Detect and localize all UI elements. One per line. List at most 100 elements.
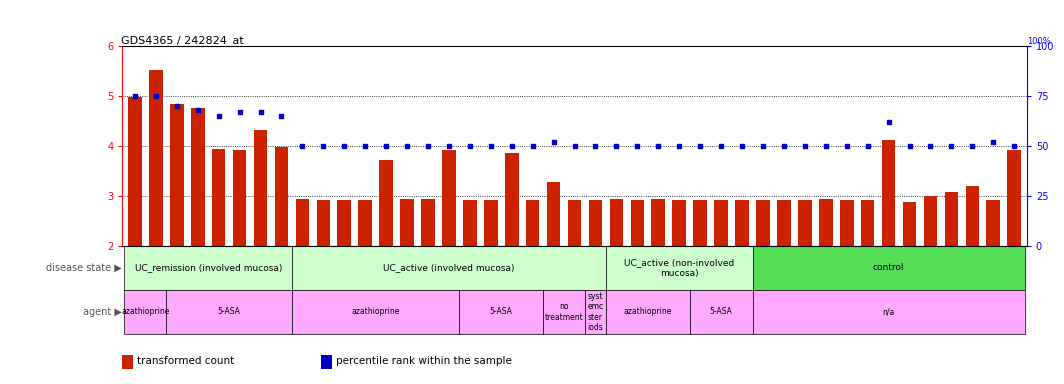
Text: GDS4365 / 242824_at: GDS4365 / 242824_at <box>121 35 245 46</box>
Point <box>189 107 206 113</box>
Bar <box>321 355 332 369</box>
Bar <box>547 182 561 246</box>
Point <box>901 143 918 149</box>
Text: control: control <box>872 263 904 272</box>
Bar <box>149 70 163 246</box>
Bar <box>694 200 706 246</box>
Text: n/a: n/a <box>882 308 895 316</box>
Bar <box>484 200 498 246</box>
Bar <box>606 246 752 290</box>
Bar <box>275 147 288 246</box>
Point <box>880 119 897 125</box>
Text: 5-ASA: 5-ASA <box>489 308 513 316</box>
Bar <box>400 199 414 246</box>
Bar <box>588 200 602 246</box>
Point <box>147 93 164 99</box>
Bar <box>296 199 310 246</box>
Point <box>168 103 185 109</box>
Point <box>776 143 793 149</box>
Text: agent ▶: agent ▶ <box>83 307 121 317</box>
Text: percentile rank within the sample: percentile rank within the sample <box>336 356 512 366</box>
Bar <box>819 199 833 246</box>
Bar <box>757 200 769 246</box>
Point <box>273 113 290 119</box>
Bar <box>443 150 455 246</box>
Bar <box>1008 150 1021 246</box>
Bar <box>631 200 644 246</box>
Bar <box>798 200 812 246</box>
Point <box>921 143 938 149</box>
Point <box>252 109 269 115</box>
Text: no
treatment: no treatment <box>545 302 583 322</box>
Bar <box>122 355 133 369</box>
Point <box>817 143 834 149</box>
Point <box>943 143 960 149</box>
Point <box>692 143 709 149</box>
Point <box>964 143 981 149</box>
Text: azathioprine: azathioprine <box>351 308 400 316</box>
Point <box>985 139 1002 145</box>
Point <box>399 143 416 149</box>
Bar <box>166 290 292 334</box>
Bar <box>986 200 1000 246</box>
Point <box>608 143 625 149</box>
Bar <box>689 290 752 334</box>
Text: 5-ASA: 5-ASA <box>710 308 732 316</box>
Point <box>440 143 458 149</box>
Bar <box>752 290 1025 334</box>
Text: 100%: 100% <box>1027 37 1050 46</box>
Point <box>211 113 228 119</box>
Text: syst
emc
ster
iods: syst emc ster iods <box>587 292 603 332</box>
Point <box>1005 143 1023 149</box>
Bar <box>714 200 728 246</box>
Bar <box>190 109 204 246</box>
Bar <box>735 200 749 246</box>
Bar <box>672 200 686 246</box>
Bar <box>359 200 372 246</box>
Point <box>356 143 373 149</box>
Bar <box>861 200 875 246</box>
Bar <box>505 153 518 246</box>
Bar <box>965 186 979 246</box>
Point <box>629 143 646 149</box>
Bar <box>882 140 896 246</box>
Text: UC_active (involved mucosa): UC_active (involved mucosa) <box>383 263 515 272</box>
Point <box>545 139 562 145</box>
Bar <box>460 290 543 334</box>
Bar <box>124 246 292 290</box>
Bar <box>380 160 393 246</box>
Bar <box>651 199 665 246</box>
Bar <box>752 246 1025 290</box>
Point <box>525 143 542 149</box>
Bar <box>292 290 460 334</box>
Bar <box>253 130 267 246</box>
Bar <box>839 200 853 246</box>
Bar <box>585 290 606 334</box>
Point <box>566 143 583 149</box>
Bar <box>421 199 435 246</box>
Bar <box>543 290 585 334</box>
Bar <box>606 290 689 334</box>
Bar <box>170 104 184 246</box>
Point <box>419 143 436 149</box>
Point <box>838 143 855 149</box>
Bar <box>233 150 247 246</box>
Point <box>231 109 248 115</box>
Point <box>796 143 813 149</box>
Point <box>294 143 311 149</box>
Point <box>713 143 730 149</box>
Point <box>378 143 395 149</box>
Point <box>859 143 876 149</box>
Bar <box>945 192 959 246</box>
Point <box>127 93 144 99</box>
Bar <box>526 200 539 246</box>
Point <box>482 143 499 149</box>
Text: UC_remission (involved mucosa): UC_remission (involved mucosa) <box>134 263 282 272</box>
Text: azathioprine: azathioprine <box>624 308 672 316</box>
Bar <box>924 196 937 246</box>
Text: 5-ASA: 5-ASA <box>218 308 240 316</box>
Bar <box>212 149 226 246</box>
Point <box>670 143 687 149</box>
Bar <box>610 199 624 246</box>
Bar <box>316 200 330 246</box>
